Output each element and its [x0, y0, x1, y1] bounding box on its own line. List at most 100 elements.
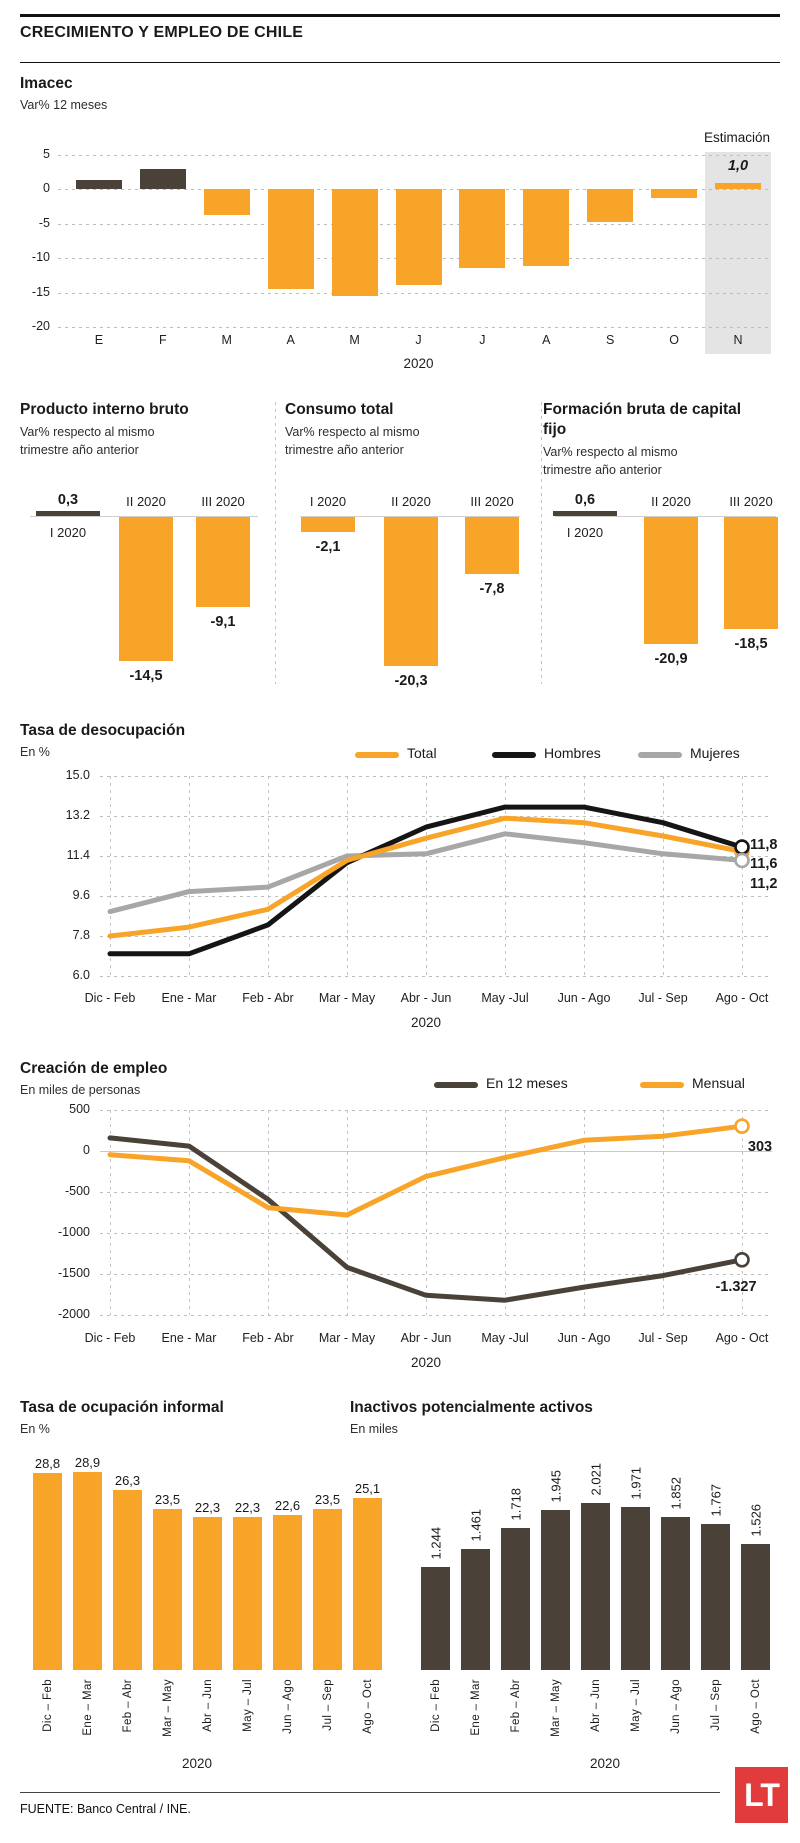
bar — [193, 1517, 222, 1670]
x-tick-label: Jun – Ago — [281, 1679, 294, 1734]
x-tick-label: Jun – Ago — [669, 1679, 682, 1734]
y-tick-label: 13.2 — [65, 808, 90, 822]
gridline — [100, 1274, 772, 1275]
bar-value-label: -2,1 — [315, 539, 341, 556]
x-tick-label: I 2020 — [309, 494, 347, 509]
chart-subtitle: Var% respecto al mismo trimestre año ant… — [285, 425, 420, 457]
bar — [461, 1549, 490, 1670]
y-tick-label: 0 — [83, 1143, 90, 1157]
gridline — [58, 155, 772, 156]
unemployment-rate-chart: Tasa de desocupación En % 15.0 13.2 11.4 9.… — [0, 715, 800, 1045]
bar — [331, 189, 378, 297]
chart-subtitle: En miles de personas — [20, 1083, 141, 1097]
gridline — [742, 776, 743, 976]
x-tick-label: Jul – Sep — [321, 1679, 334, 1731]
chart-subtitle: Var% 12 meses — [20, 98, 108, 112]
bar-value-label: 1.945 — [548, 1469, 563, 1503]
x-tick-label: J — [479, 333, 486, 347]
bar — [203, 189, 250, 215]
chart-subtitle: En miles — [350, 1422, 398, 1436]
x-tick-label: M — [349, 333, 360, 347]
x-tick-label: Ago – Oct — [749, 1679, 762, 1734]
x-tick-label: A — [542, 333, 551, 347]
y-tick-label: 0 — [43, 181, 50, 196]
x-tick-label: Mar - May — [318, 1331, 376, 1345]
x-tick-label: III 2020 — [201, 494, 245, 509]
bar — [715, 182, 762, 190]
y-tick-label: 500 — [69, 1102, 90, 1116]
y-tick-label: -15 — [31, 284, 50, 299]
bar-value-label: -20,3 — [394, 673, 428, 689]
bar-value-label: 1.244 — [428, 1527, 443, 1560]
x-tick-label: Abr – Jun — [589, 1679, 602, 1732]
x-tick-label: Feb - Abr — [242, 1331, 294, 1345]
x-axis-year: 2020 — [181, 1756, 213, 1771]
bar-value-label: 1.852 — [668, 1477, 683, 1510]
y-tick-label: -1500 — [58, 1266, 90, 1280]
chart-title: Creación de empleo — [20, 1060, 168, 1077]
chart-title: Tasa de desocupación — [20, 722, 186, 739]
y-tick-label: 5 — [43, 147, 50, 161]
x-tick-label: II 2020 — [126, 494, 166, 509]
footer-rule — [20, 1792, 720, 1793]
x-tick-label: Mar - May — [318, 991, 376, 1005]
bar — [196, 517, 250, 608]
gridline — [347, 1110, 348, 1315]
chart-subtitle: En % — [20, 745, 50, 759]
x-tick-label: I 2020 — [49, 525, 87, 540]
job-creation-chart: Creación de empleo En miles de personas … — [0, 1055, 800, 1385]
zero-baseline — [300, 516, 520, 517]
bar — [523, 189, 570, 267]
bar-value-label: 1.767 — [708, 1484, 723, 1517]
chart-title: Tasa de ocupación informal — [20, 1399, 224, 1416]
x-tick-label: Ene - Mar — [161, 1331, 217, 1345]
chart-subtitle: Var% respecto al mismo trimestre año ant… — [20, 425, 155, 457]
x-tick-label: Feb - Abr — [242, 991, 294, 1005]
x-tick-label: Jul – Sep — [709, 1679, 722, 1731]
x-tick-label: O — [669, 333, 679, 347]
x-tick-label: Ago - Oct — [715, 991, 769, 1005]
x-tick-label: Jul - Sep — [638, 991, 688, 1005]
x-tick-label: Dic - Feb — [84, 991, 136, 1005]
bar — [421, 1567, 450, 1670]
legend-swatch — [492, 752, 536, 758]
lt-logo: LT — [735, 1767, 788, 1823]
legend-label: Mensual — [692, 1075, 745, 1091]
bar-value-label: 0,3 — [57, 492, 79, 508]
bar — [75, 179, 122, 190]
x-tick-label: Jul - Sep — [638, 1331, 688, 1345]
gridline — [189, 776, 190, 976]
x-tick-label: Feb – Abr — [121, 1679, 134, 1733]
gridline — [100, 896, 772, 897]
x-tick-label: Abr – Jun — [201, 1679, 214, 1732]
x-axis-year: 2020 — [589, 1756, 621, 1771]
bar — [621, 1507, 650, 1670]
chart-separator — [541, 402, 542, 684]
gridline — [100, 856, 772, 857]
gridline — [100, 1315, 772, 1316]
x-tick-label: Jun - Ago — [557, 991, 611, 1005]
bar-value-label: 28,8 — [34, 1456, 61, 1471]
bar-value-label: 1.718 — [508, 1488, 523, 1521]
bar — [644, 517, 698, 644]
x-tick-label: Ene – Mar — [469, 1679, 482, 1736]
gridline — [100, 1192, 772, 1193]
bar — [459, 189, 506, 268]
bar — [301, 517, 355, 533]
estimation-value-label: 1,0 — [727, 158, 749, 174]
bar-value-label: 1.971 — [628, 1467, 643, 1500]
y-tick-label: 15.0 — [65, 768, 90, 782]
bar — [33, 1473, 62, 1670]
gridline — [426, 776, 427, 976]
chart-title: Formación bruta de capital fijo — [543, 401, 742, 438]
bar — [553, 511, 617, 516]
x-tick-label: May – Jul — [241, 1679, 254, 1732]
y-tick-label: -10 — [31, 250, 50, 265]
gridline — [100, 1151, 772, 1152]
gridline — [505, 776, 506, 976]
x-tick-label: Dic – Feb — [429, 1679, 442, 1732]
legend-swatch — [638, 752, 682, 758]
bar-value-label: 28,9 — [74, 1455, 101, 1471]
y-tick-label: 7.8 — [72, 928, 90, 942]
x-tick-label: M — [221, 333, 232, 347]
